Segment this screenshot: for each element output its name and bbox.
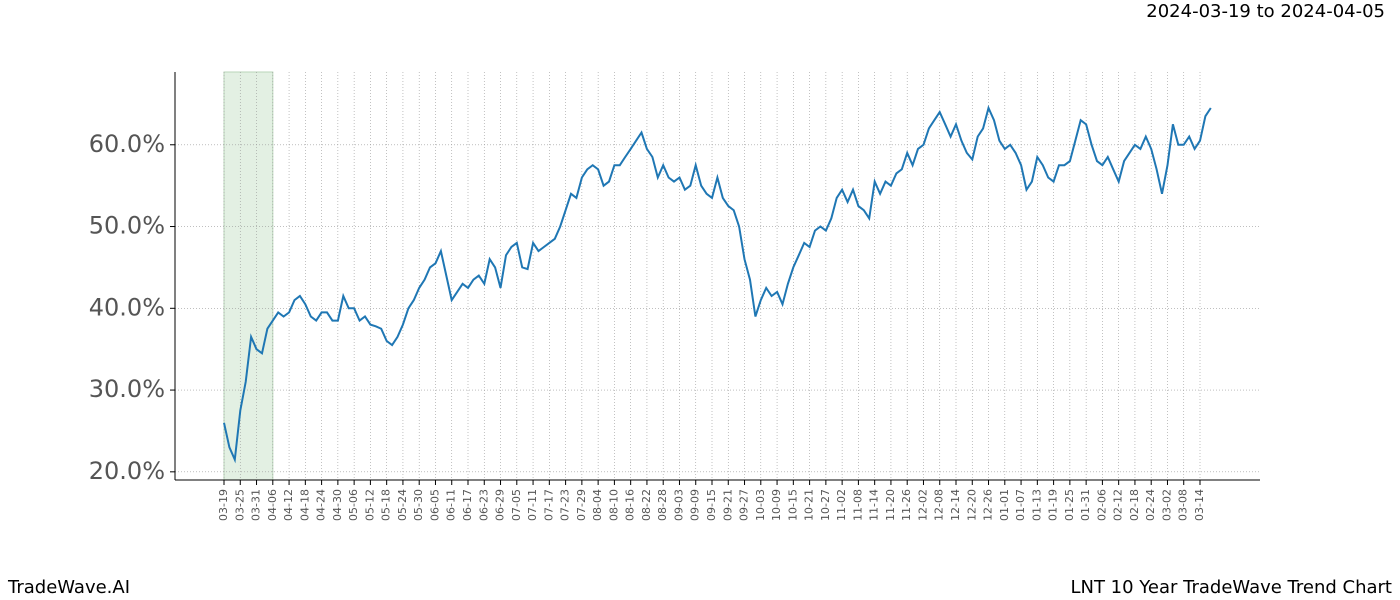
y-tick-label: 60.0%: [89, 130, 165, 158]
y-tick-label: 30.0%: [89, 375, 165, 403]
x-tick-label: 01-13: [1030, 489, 1043, 521]
x-tick-label: 01-31: [1079, 489, 1092, 521]
x-tick-label: 08-04: [591, 489, 604, 521]
x-tick-label: 08-16: [624, 489, 637, 521]
x-tick-label: 02-06: [1095, 489, 1108, 521]
x-tick-label: 09-03: [672, 489, 685, 521]
x-tick-label: 06-11: [445, 489, 458, 521]
x-tick-label: 04-18: [298, 489, 311, 521]
x-tick-label: 12-08: [933, 489, 946, 521]
x-tick-label: 07-11: [526, 489, 539, 521]
x-tick-label: 04-06: [266, 489, 279, 521]
x-tick-label: 11-20: [884, 489, 897, 521]
x-tick-label: 03-25: [233, 489, 246, 521]
x-tick-label: 10-15: [786, 489, 799, 521]
x-tick-label: 03-02: [1160, 489, 1173, 521]
x-tick-label: 10-03: [754, 489, 767, 521]
x-tick-label: 09-27: [738, 489, 751, 521]
y-tick-label: 20.0%: [89, 457, 165, 485]
x-tick-label: 11-08: [851, 489, 864, 521]
x-tick-label: 03-08: [1177, 489, 1190, 521]
x-tick-label: 05-06: [347, 489, 360, 521]
x-tick-label: 09-21: [721, 489, 734, 521]
x-tick-label: 03-31: [250, 489, 263, 521]
x-tick-label: 05-12: [363, 489, 376, 521]
highlight-band: [223, 71, 274, 481]
y-tick-label: 50.0%: [89, 212, 165, 240]
x-tick-label: 02-12: [1112, 489, 1125, 521]
trend-line: [223, 105, 1212, 464]
x-tick-label: 10-27: [819, 489, 832, 521]
x-tick-label: 05-24: [396, 489, 409, 521]
x-tick-label: 06-23: [477, 489, 490, 521]
x-tick-label: 02-18: [1128, 489, 1141, 521]
x-tick-label: 10-21: [803, 489, 816, 521]
x-tick-label: 01-01: [998, 489, 1011, 521]
x-tick-label: 04-24: [315, 489, 328, 521]
x-tick-label: 12-02: [916, 489, 929, 521]
x-tick-label: 04-30: [331, 489, 344, 521]
x-tick-label: 12-26: [982, 489, 995, 521]
x-tick-label: 08-28: [656, 489, 669, 521]
x-tick-label: 05-18: [380, 489, 393, 521]
x-tick-label: 03-14: [1193, 489, 1206, 521]
x-tick-label: 11-26: [900, 489, 913, 521]
x-tick-label: 09-15: [705, 489, 718, 521]
footer-right: LNT 10 Year TradeWave Trend Chart: [1070, 577, 1392, 598]
x-tick-label: 06-05: [428, 489, 441, 521]
x-tick-label: 11-14: [868, 489, 881, 521]
x-tick-label: 07-23: [559, 489, 572, 521]
x-tick-label: 08-22: [640, 489, 653, 521]
x-tick-label: 02-24: [1144, 489, 1157, 521]
footer-left: TradeWave.AI: [7, 577, 130, 598]
x-tick-label: 06-17: [461, 489, 474, 521]
chart-title: 2024-03-19 to 2024-04-05: [1146, 1, 1385, 22]
x-tick-label: 12-20: [965, 489, 978, 521]
x-tick-label: 09-09: [689, 489, 702, 521]
x-tick-label: 04-12: [282, 489, 295, 521]
x-tick-label: 12-14: [949, 489, 962, 521]
x-tick-label: 10-09: [770, 489, 783, 521]
x-tick-label: 01-25: [1063, 489, 1076, 521]
x-tick-label: 03-19: [217, 489, 230, 521]
x-tick-label: 07-29: [575, 489, 588, 521]
x-tick-label: 01-19: [1047, 489, 1060, 521]
x-tick-label: 11-02: [835, 489, 848, 521]
y-tick-label: 40.0%: [89, 293, 165, 321]
x-tick-label: 06-29: [494, 489, 507, 521]
x-tick-label: 07-17: [542, 489, 555, 521]
x-tick-label: 01-07: [1014, 489, 1027, 521]
x-tick-label: 05-30: [412, 489, 425, 521]
x-tick-label: 08-10: [607, 489, 620, 521]
x-tick-label: 07-05: [510, 489, 523, 521]
